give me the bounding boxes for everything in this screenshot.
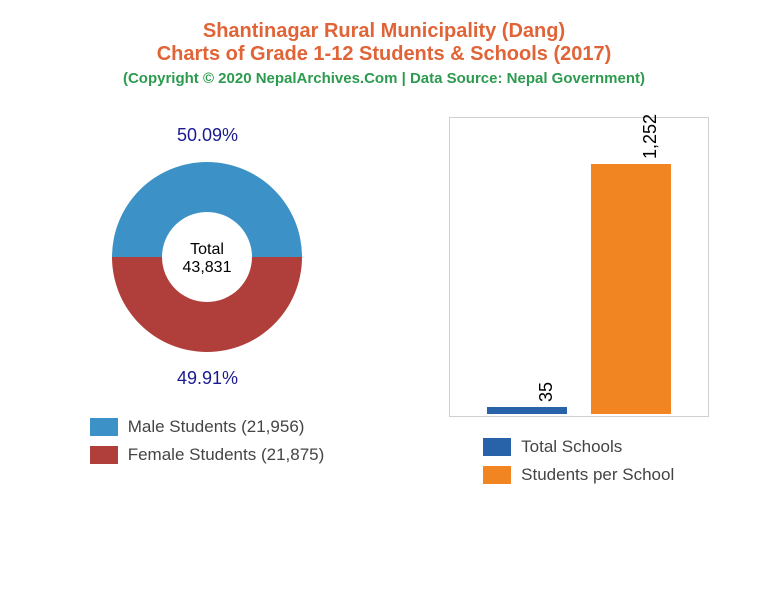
legend-item-schools: Total Schools xyxy=(483,437,674,457)
bar-students-per-school: 1,252 xyxy=(591,164,671,414)
bar-chart: 35 1,252 xyxy=(449,117,709,417)
legend-label-schools: Total Schools xyxy=(521,437,622,457)
pct-top: 50.09% xyxy=(177,125,238,146)
legend-item-students: Students per School xyxy=(483,465,674,485)
donut-section: 50.09% Total 43,831 49.91% Male Students… xyxy=(30,117,384,465)
legend-label-female: Female Students (21,875) xyxy=(128,445,325,465)
legend-swatch-female xyxy=(90,446,118,464)
title-container: Shantinagar Rural Municipality (Dang) Ch… xyxy=(30,20,738,87)
bar-section: 35 1,252 Total Schools Students per Scho… xyxy=(419,117,738,485)
bar-label-students: 1,252 xyxy=(640,114,661,159)
legend-label-male: Male Students (21,956) xyxy=(128,417,305,437)
legend-swatch-male xyxy=(90,418,118,436)
donut-center: Total 43,831 xyxy=(183,241,232,277)
legend-item-female: Female Students (21,875) xyxy=(90,445,325,465)
bar-schools: 35 xyxy=(487,407,567,414)
pct-bottom: 49.91% xyxy=(177,368,238,389)
donut-total-value: 43,831 xyxy=(183,259,232,277)
copyright-line: (Copyright © 2020 NepalArchives.Com | Da… xyxy=(30,70,738,87)
legend-swatch-students xyxy=(483,466,511,484)
legend-swatch-schools xyxy=(483,438,511,456)
title-line-1: Shantinagar Rural Municipality (Dang) xyxy=(30,20,738,43)
bar-label-schools: 35 xyxy=(536,382,557,402)
donut-legend: Male Students (21,956) Female Students (… xyxy=(90,417,325,465)
title-line-2: Charts of Grade 1-12 Students & Schools … xyxy=(30,43,738,66)
legend-label-students: Students per School xyxy=(521,465,674,485)
legend-item-male: Male Students (21,956) xyxy=(90,417,325,437)
bar-legend: Total Schools Students per School xyxy=(483,437,674,485)
donut-wrapper: 50.09% Total 43,831 49.91% xyxy=(87,117,327,397)
donut-total-label: Total xyxy=(183,241,232,259)
charts-row: 50.09% Total 43,831 49.91% Male Students… xyxy=(30,117,738,485)
